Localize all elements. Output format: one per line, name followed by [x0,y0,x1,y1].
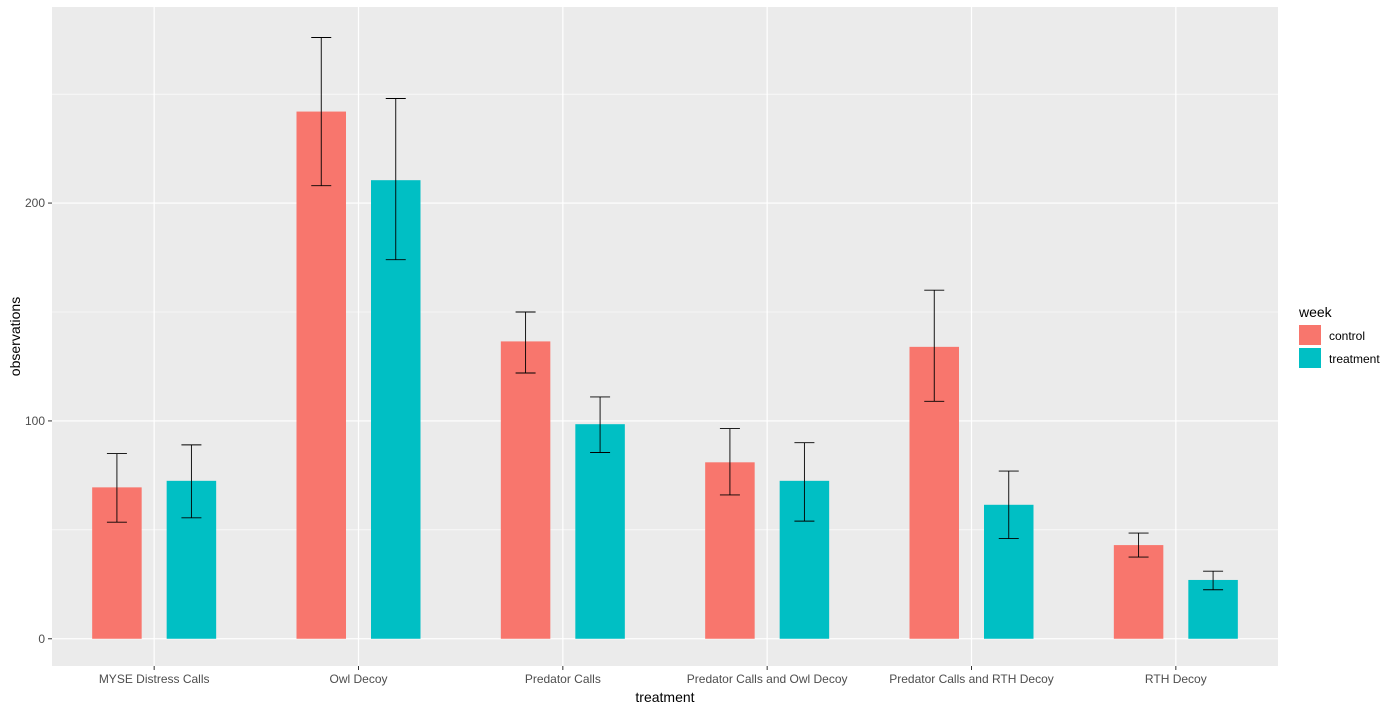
x-tick-label: RTH Decoy [1145,672,1207,686]
legend-title: week [1298,304,1333,320]
error-bar-treatment [385,98,406,261]
error-bar-treatment [181,444,202,519]
y-axis-title: observations [7,297,23,376]
error-bar-treatment [1203,570,1224,591]
error-bar-control [719,428,740,496]
legend: week control treatment [1298,304,1380,368]
axes: 0 100 200 MYSE Distress Calls Owl Decoy Preda… [25,196,1207,686]
x-tick-label: Predator Calls and RTH Decoy [889,672,1054,686]
error-bar-treatment [794,442,815,522]
error-bar-control [1128,532,1149,558]
error-bars [106,37,1224,591]
error-bar-treatment [590,396,611,453]
legend-label-control: control [1329,329,1365,343]
gridlines [52,7,1278,666]
x-tick-label: MYSE Distress Calls [99,672,210,686]
y-tick-label: 0 [38,632,45,646]
legend-label-treatment: treatment [1329,352,1380,366]
bar-control [500,341,551,639]
legend-key-control [1299,325,1321,345]
error-bar-treatment [998,470,1019,540]
error-bar-control [924,289,945,402]
error-bar-control [106,453,127,523]
x-tick-label: Predator Calls and Owl Decoy [687,672,848,686]
error-bar-control [515,311,536,374]
x-tick-label: Predator Calls [525,672,601,686]
bar-treatment [575,424,625,639]
bars [92,111,1238,639]
plot-panel [52,7,1278,666]
legend-key-treatment [1299,348,1321,368]
error-bar-control [311,37,332,187]
bar-control [1113,545,1164,639]
x-tick-label: Owl Decoy [329,672,387,686]
bar-control [296,111,346,639]
x-axis-title: treatment [635,689,694,705]
y-tick-label: 100 [25,414,45,428]
y-tick-label: 200 [25,196,45,210]
